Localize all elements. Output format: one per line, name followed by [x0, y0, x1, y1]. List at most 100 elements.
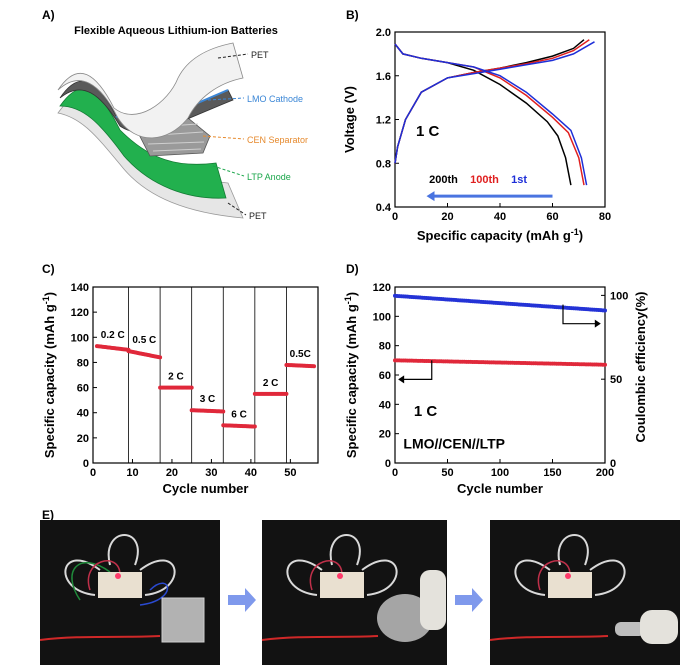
- photo-flat: [40, 520, 220, 665]
- y-tick-label: 1.6: [376, 71, 391, 83]
- y-tick-label: 20: [77, 433, 89, 445]
- rate-label: 0.5 C: [132, 335, 156, 346]
- x-tick-label: 80: [599, 211, 611, 223]
- x-axis-label: Specific capacity (mAh g-1): [417, 227, 583, 243]
- data-point: [189, 385, 194, 390]
- x-tick-label: 100: [491, 467, 509, 479]
- data-point-capacity: [603, 362, 607, 367]
- photo-rolled: [489, 520, 680, 665]
- x-tick-label: 200: [596, 467, 614, 479]
- y-tick-label: 80: [77, 357, 89, 369]
- legend-label-200th: 200th: [429, 174, 458, 186]
- y-tick-label: 120: [373, 282, 391, 294]
- y-axis-label: Specific capacity (mAh g-1): [41, 292, 57, 458]
- panel-label-c: C): [42, 262, 55, 276]
- y-tick-label: 2.0: [376, 27, 391, 39]
- panel-label-b: B): [346, 8, 359, 22]
- y2-tick-label: 50: [610, 374, 622, 386]
- rate-label: 6 C: [231, 409, 247, 420]
- label-lmo-cathode: LMO Cathode: [247, 94, 303, 104]
- series-line-1st-charge: [394, 41, 595, 164]
- arrow-1: [228, 588, 256, 612]
- diagram-title: Flexible Aqueous Lithium-ion Batteries: [74, 25, 278, 37]
- data-point: [312, 364, 317, 369]
- y-tick-label: 60: [379, 370, 391, 382]
- plot-frame: [92, 286, 319, 464]
- label-pet-bottom: PET: [249, 211, 267, 221]
- y-tick-label: 40: [77, 408, 89, 420]
- leader-pet-bottom: [227, 202, 247, 216]
- label-ltp-anode: LTP Anode: [247, 172, 291, 182]
- label-cen-separator: CEN Separator: [247, 135, 308, 145]
- efficiency-axis-arrow-head: [594, 319, 601, 328]
- y-tick-label: 0.4: [376, 202, 392, 214]
- x-axis-label: Cycle number: [457, 481, 543, 496]
- series-line-200th-discharge: [394, 43, 572, 186]
- series-line-1st-discharge: [394, 43, 588, 186]
- x-tick-label: 0: [392, 467, 398, 479]
- y-tick-label: 80: [379, 341, 391, 353]
- y-tick-label: 100: [71, 332, 89, 344]
- x-tick-label: 30: [205, 467, 217, 479]
- legend-label-1st: 1st: [511, 174, 527, 186]
- plot-frame: [394, 31, 606, 208]
- arrow-2: [455, 588, 483, 612]
- capacity-axis-arrow: [400, 360, 433, 380]
- data-point: [158, 355, 163, 360]
- y-tick-label: 0: [385, 458, 391, 470]
- efficiency-axis-arrow: [562, 304, 598, 325]
- x-tick-label: 20: [166, 467, 178, 479]
- x-tick-label: 50: [441, 467, 453, 479]
- flexibility-demo-photos: [40, 520, 680, 665]
- y2-axis-label: Coulombic efficiency(%): [633, 292, 648, 443]
- legend-label-100th: 100th: [470, 174, 499, 186]
- y2-tick-label: 100: [610, 290, 628, 302]
- rate-annotation: 1 C: [416, 123, 440, 140]
- pet-top-layer: [57, 42, 244, 139]
- y-tick-label: 40: [379, 399, 391, 411]
- panel-label-e: E): [42, 508, 54, 522]
- rate-capability-chart: 0 10 20 30 40 50 0 20 40 60 80 100 120 140 Cycle numbe…: [41, 282, 319, 496]
- y-axis-label: Specific capacity (mAh g-1): [343, 292, 359, 458]
- rate-label: 2 C: [168, 372, 184, 383]
- y-tick-label: 60: [77, 383, 89, 395]
- cell-configuration-label: LMO//CEN//LTP: [403, 435, 505, 451]
- x-tick-label: 10: [126, 467, 138, 479]
- series-line-100th-discharge: [394, 43, 585, 186]
- y-tick-label: 0.8: [376, 158, 391, 170]
- data-point-efficiency: [603, 308, 607, 313]
- x-tick-label: 150: [543, 467, 561, 479]
- y-tick-label: 1.2: [376, 115, 391, 127]
- rate-label: 3 C: [200, 394, 216, 405]
- y-tick-label: 120: [71, 307, 89, 319]
- panel-label-d: D): [346, 262, 359, 276]
- x-tick-label: 50: [284, 467, 296, 479]
- x-axis-label: Cycle number: [163, 481, 249, 496]
- leader-anode: [212, 165, 245, 177]
- label-pet-top: PET: [251, 50, 269, 60]
- leader-cathode: [207, 97, 245, 101]
- panel-label-a: A): [42, 8, 55, 22]
- data-point: [252, 424, 257, 429]
- y-tick-label: 0: [83, 458, 89, 470]
- y-tick-label: 140: [71, 282, 89, 294]
- y-tick-label: 100: [373, 311, 391, 323]
- rate-annotation: 1 C: [414, 403, 438, 420]
- data-point: [221, 409, 226, 414]
- rate-label: 0.5C: [290, 349, 311, 360]
- rate-label: 0.2 C: [101, 330, 125, 341]
- x-tick-label: 20: [441, 211, 453, 223]
- data-point: [284, 391, 289, 396]
- y-axis-label: Voltage (V): [342, 86, 357, 153]
- cycle-direction-arrow-head: [426, 191, 435, 202]
- x-tick-label: 40: [245, 467, 257, 479]
- leader-separator: [202, 135, 245, 140]
- y-tick-label: 20: [379, 429, 391, 441]
- x-tick-label: 60: [546, 211, 558, 223]
- rate-label: 2 C: [263, 378, 279, 389]
- leader-pet-top: [217, 53, 249, 59]
- battery-structure-diagram: Flexible Aqueous Lithium-ion Batteries P…: [57, 25, 308, 221]
- photo-bent: [261, 520, 447, 665]
- x-tick-label: 0: [392, 211, 398, 223]
